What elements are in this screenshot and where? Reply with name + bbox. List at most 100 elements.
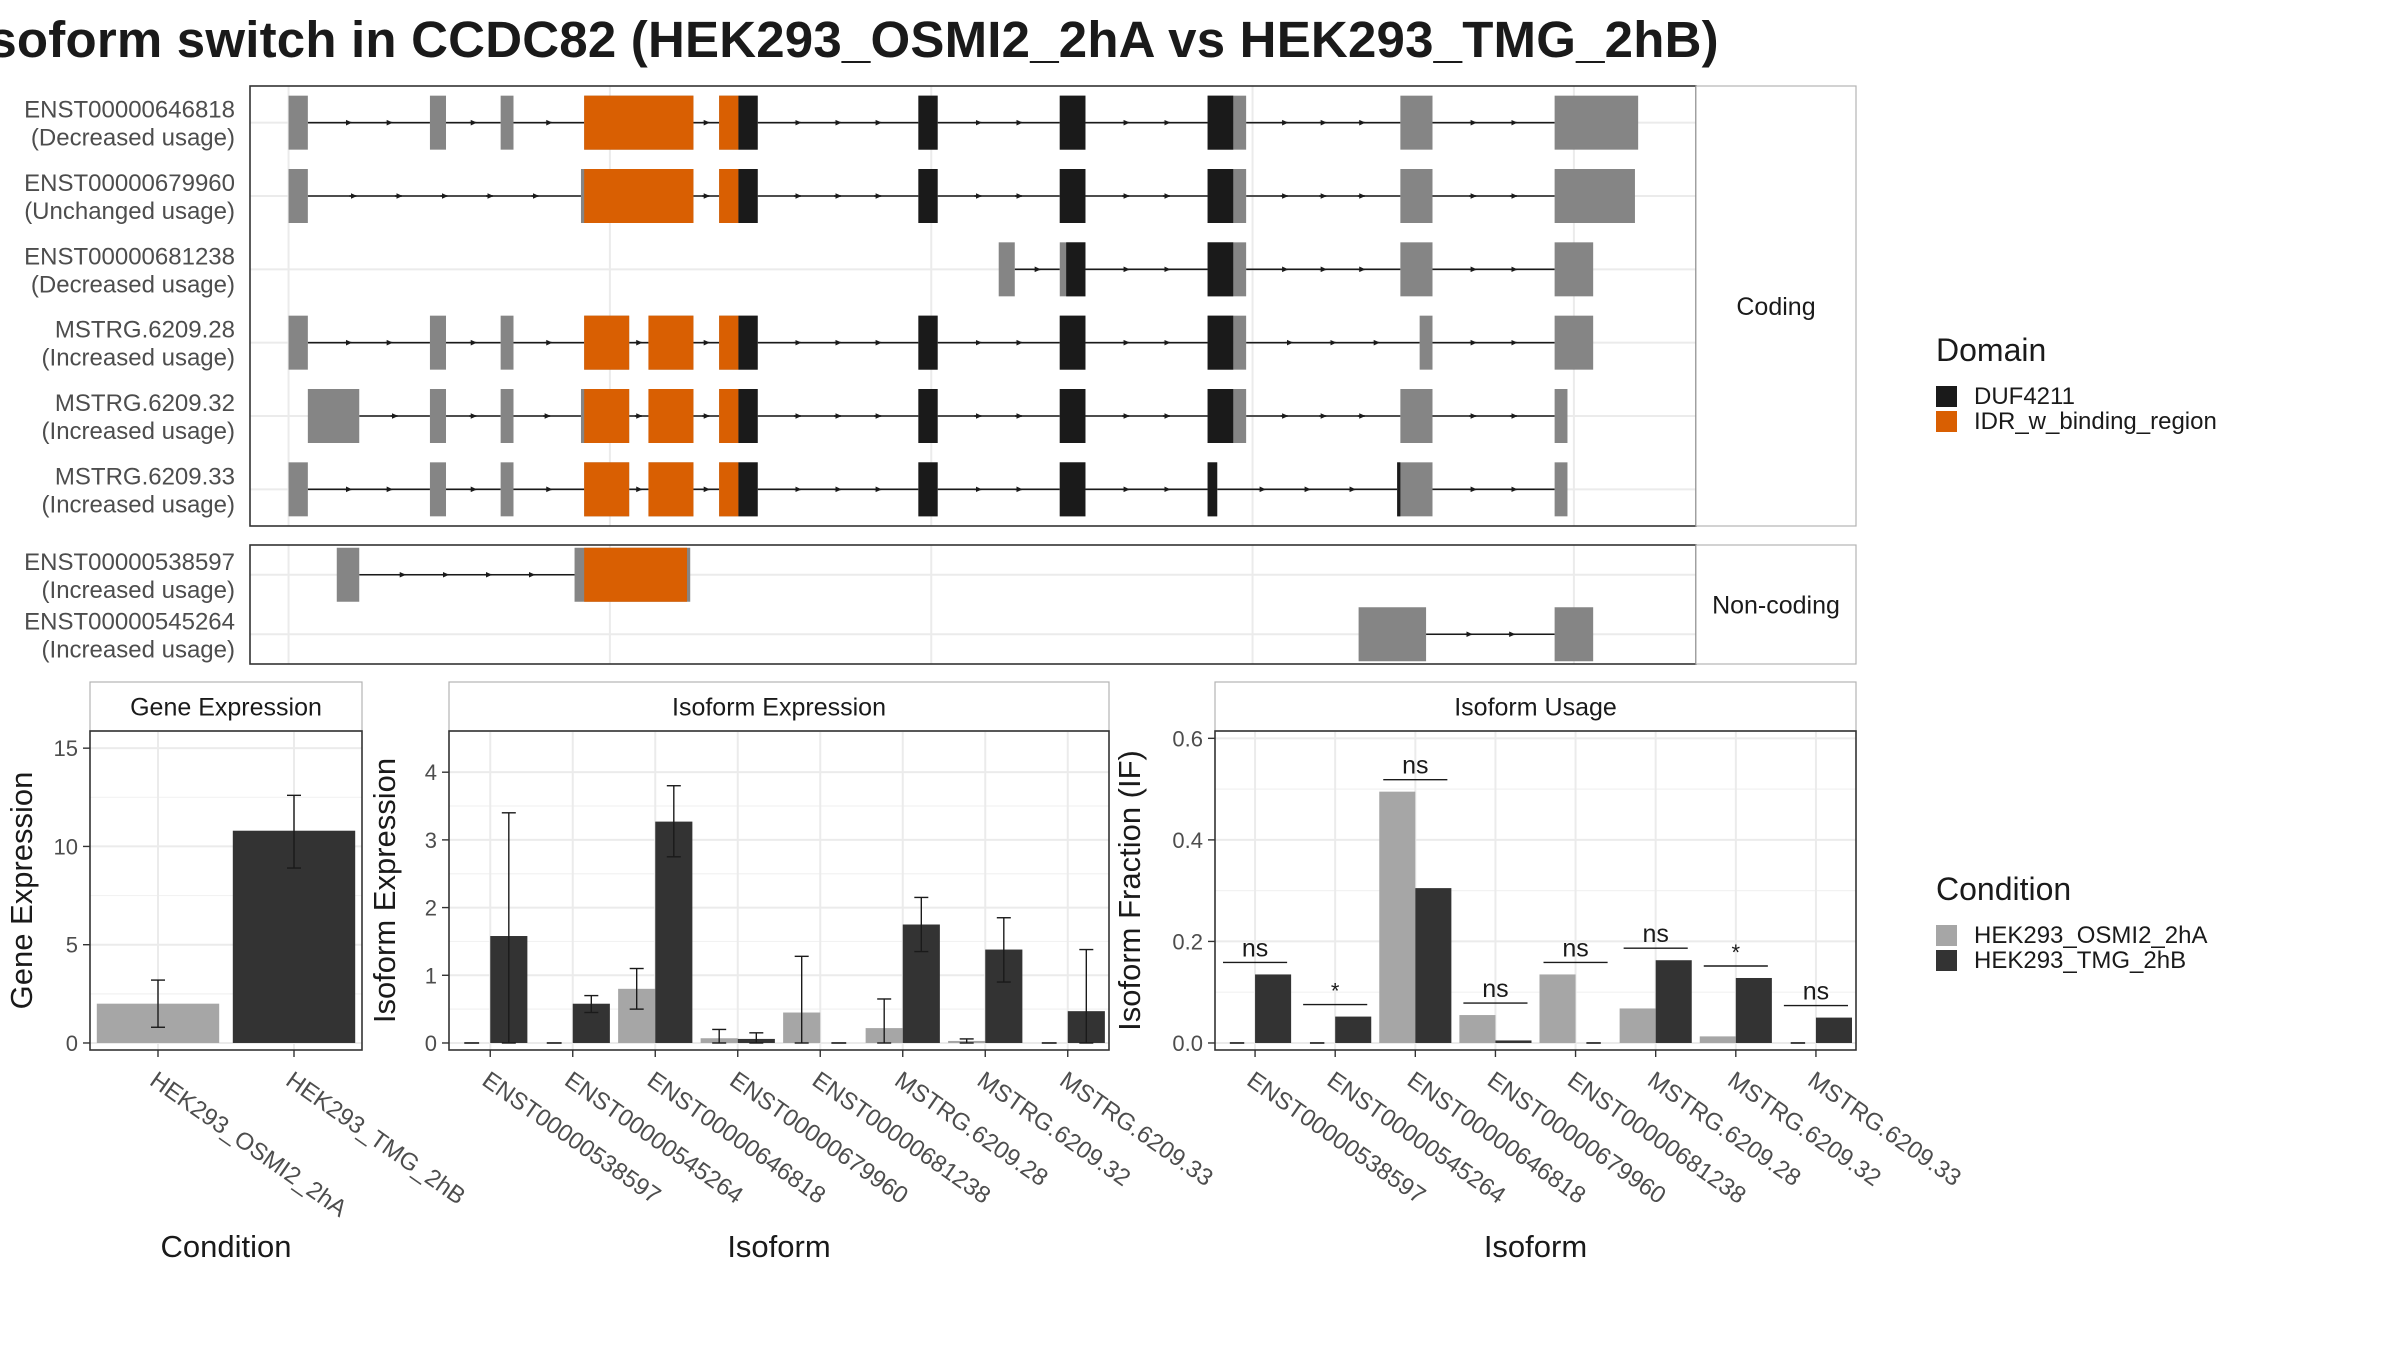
significance-label: ns	[1482, 975, 1508, 1003]
transcript-id-label: ENST00000679960	[24, 170, 235, 197]
significance-label: *	[1331, 979, 1340, 1004]
transcript-usage-label: (Unchanged usage)	[24, 198, 235, 225]
structure-panel-0: Coding	[249, 85, 1857, 527]
y-tick-label: 0.6	[1172, 726, 1203, 751]
y-axis-title: Isoform Expression	[367, 758, 402, 1023]
domain-block-idr-w-binding-region	[719, 315, 739, 370]
domain-block-duf4211	[738, 95, 758, 150]
exon-block	[429, 95, 447, 150]
exon-block	[1233, 389, 1247, 443]
y-tick-label: 0	[425, 1031, 437, 1056]
domain-block-idr-w-binding-region	[719, 95, 739, 150]
y-tick-label: 0	[66, 1031, 78, 1056]
exon-block	[288, 462, 308, 517]
exon-block	[1400, 389, 1433, 443]
exon-block	[1554, 607, 1594, 662]
domain-legend-label: DUF4211	[1974, 383, 2075, 410]
exon-block	[1554, 315, 1594, 370]
transcript-row	[250, 95, 1696, 150]
transcript-id-label: MSTRG.6209.32	[55, 390, 235, 417]
panel-border	[448, 730, 1110, 1051]
panel-strip	[89, 681, 363, 732]
y-tick-label: 15	[54, 736, 78, 761]
domain-block-idr-w-binding-region	[719, 389, 739, 443]
domain-block-idr-w-binding-region	[584, 95, 694, 150]
significance-label: ns	[1242, 934, 1268, 962]
exon-block	[1233, 169, 1247, 223]
domain-block-idr-w-binding-region	[584, 462, 630, 517]
condition-legend-title: Condition	[1936, 871, 2071, 907]
transcript-usage-label: (Increased usage)	[42, 577, 235, 604]
y-tick-label: 3	[425, 828, 437, 853]
domain-legend-title: Domain	[1936, 332, 2046, 368]
condition-legend-swatch	[1936, 950, 1957, 971]
panel-strip-label: Isoform Usage	[1454, 694, 1617, 722]
exon-block	[1554, 169, 1635, 223]
condition-legend-swatch	[1936, 925, 1957, 946]
domain-block-duf4211	[918, 169, 938, 223]
domain-block-duf4211	[738, 315, 758, 370]
significance-label: ns	[1803, 978, 1829, 1006]
y-tick-label: 0.2	[1172, 929, 1203, 954]
facet-strip-label: Non-coding	[1712, 592, 1840, 620]
transcript-row	[250, 389, 1696, 443]
x-axis-title: Isoform	[1484, 1229, 1587, 1264]
bar	[1495, 1040, 1532, 1043]
domain-block-duf4211	[1059, 315, 1086, 370]
transcript-row	[250, 242, 1696, 297]
exon-block	[429, 462, 447, 517]
transcript-usage-label: (Decreased usage)	[31, 271, 235, 298]
y-tick-label: 0.0	[1172, 1031, 1203, 1056]
transcript-usage-label: (Increased usage)	[42, 418, 235, 445]
exon-block	[500, 389, 514, 443]
domain-block-duf4211	[1059, 169, 1086, 223]
domain-block-duf4211	[738, 462, 758, 517]
panel-border	[1214, 730, 1857, 1051]
domain-block-idr-w-binding-region	[719, 462, 739, 517]
x-tick-label: MSTRG.6209.32	[972, 1067, 1135, 1192]
x-axis-title: Condition	[161, 1229, 292, 1264]
structure-panel-1: Non-coding	[249, 544, 1857, 665]
exon-block	[1233, 242, 1247, 297]
transcript-usage-label: (Decreased usage)	[31, 125, 235, 152]
transcript-row	[250, 607, 1696, 662]
bar	[1379, 791, 1416, 1043]
bar	[1655, 960, 1692, 1043]
significance-label: *	[1732, 940, 1741, 965]
exon-block	[998, 242, 1015, 297]
domain-block-idr-w-binding-region	[648, 389, 694, 443]
domain-block-duf4211	[918, 462, 938, 517]
exon-block	[1419, 315, 1433, 370]
significance-label: ns	[1562, 934, 1588, 962]
y-tick-label: 2	[425, 896, 437, 921]
domain-block-idr-w-binding-region	[584, 169, 694, 223]
exon-block	[500, 95, 514, 150]
y-tick-label: 10	[54, 834, 78, 859]
transcript-usage-label: (Increased usage)	[42, 636, 235, 663]
transcript-id-label: MSTRG.6209.33	[55, 463, 235, 490]
domain-block-duf4211	[918, 315, 938, 370]
chart-isoform-usage: Isoform Usagens*nsnsnsns*ns0.00.20.40.6E…	[1112, 681, 1966, 1264]
transcript-id-label: MSTRG.6209.28	[55, 317, 235, 344]
bar	[1539, 974, 1576, 1043]
domain-block-idr-w-binding-region	[648, 462, 694, 517]
chart-isoform-expression: Isoform Expression01234ENST00000538597EN…	[367, 681, 1218, 1264]
exon-block	[288, 169, 308, 223]
domain-block-idr-w-binding-region	[584, 315, 630, 370]
domain-block-duf4211	[918, 389, 938, 443]
transcript-row	[250, 547, 1696, 602]
transcript-id-label: ENST00000646818	[24, 97, 235, 124]
structure-panel-bg	[250, 86, 1696, 526]
bar	[1699, 1036, 1736, 1043]
y-tick-label: 5	[66, 933, 78, 958]
exon-block	[1358, 607, 1427, 662]
exon-block	[429, 315, 447, 370]
facet-strip	[1695, 85, 1857, 527]
domain-block-duf4211	[1207, 242, 1234, 297]
domain-block-duf4211	[1207, 389, 1234, 443]
bar	[1815, 1017, 1852, 1043]
exon-block	[1233, 95, 1247, 150]
exon-block	[1554, 242, 1594, 297]
transcript-usage-label: (Increased usage)	[42, 345, 235, 372]
